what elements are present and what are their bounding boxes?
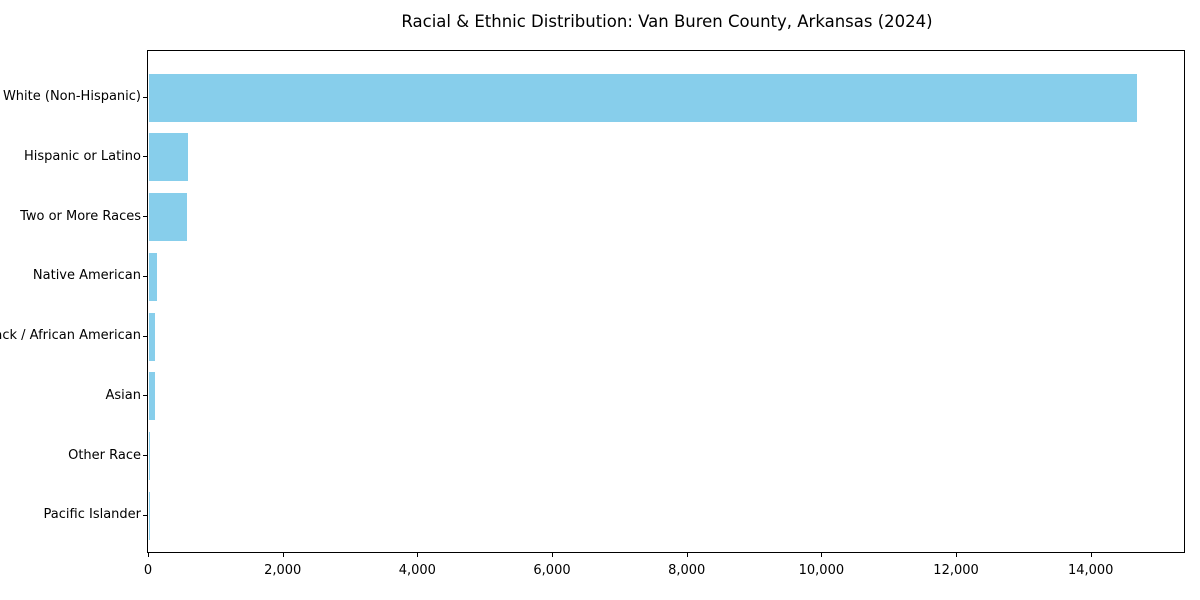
y-tick-mark [143,96,147,98]
y-tick-label: Other Race [68,447,141,463]
y-tick-mark [143,216,147,218]
x-tick-mark [552,553,554,557]
x-tick-label: 14,000 [1067,563,1114,578]
bar-other-race [149,432,150,481]
x-tick-mark [821,553,823,557]
x-tick-label: 10,000 [798,563,845,578]
x-tick-mark [282,553,284,557]
x-tick-mark [686,553,688,557]
y-tick-mark [143,395,147,397]
y-tick-label: Native American [32,268,141,284]
bar-white-non-hispanic [149,73,1137,122]
y-tick-label: White (Non-Hispanic) [2,89,141,104]
y-tick-label: Asian [105,387,141,403]
y-tick-label: Two or More Races [20,208,141,224]
x-tick-label: 8,000 [668,563,706,578]
x-tick-label: 12,000 [933,563,979,578]
y-tick-label: Pacific Islander [43,507,141,523]
plot-area [147,50,1185,553]
y-tick-label: Black / African American [0,328,141,344]
x-tick-mark [148,553,149,557]
y-tick-mark [143,514,147,516]
x-tick-label: 0 [143,563,153,578]
y-tick-mark [143,335,147,337]
y-tick-label: Hispanic or Latino [23,148,141,164]
y-tick-mark [143,156,147,158]
x-tick-mark [417,553,419,557]
x-tick-mark [956,553,958,557]
bar-black-african-american [149,312,156,361]
x-tick-mark [1090,553,1092,557]
bar-asian [149,372,155,421]
x-tick-label: 2,000 [264,563,302,578]
y-tick-mark [143,455,147,457]
bar-two-or-more-races [149,193,188,242]
bar-hispanic-or-latino [149,133,189,182]
x-tick-label: 4,000 [398,563,436,578]
bar-native-american [149,252,158,301]
x-tick-label: 6,000 [533,563,571,578]
y-tick-mark [143,275,147,277]
chart-title: Racial & Ethnic Distribution: Van Buren … [401,12,933,31]
